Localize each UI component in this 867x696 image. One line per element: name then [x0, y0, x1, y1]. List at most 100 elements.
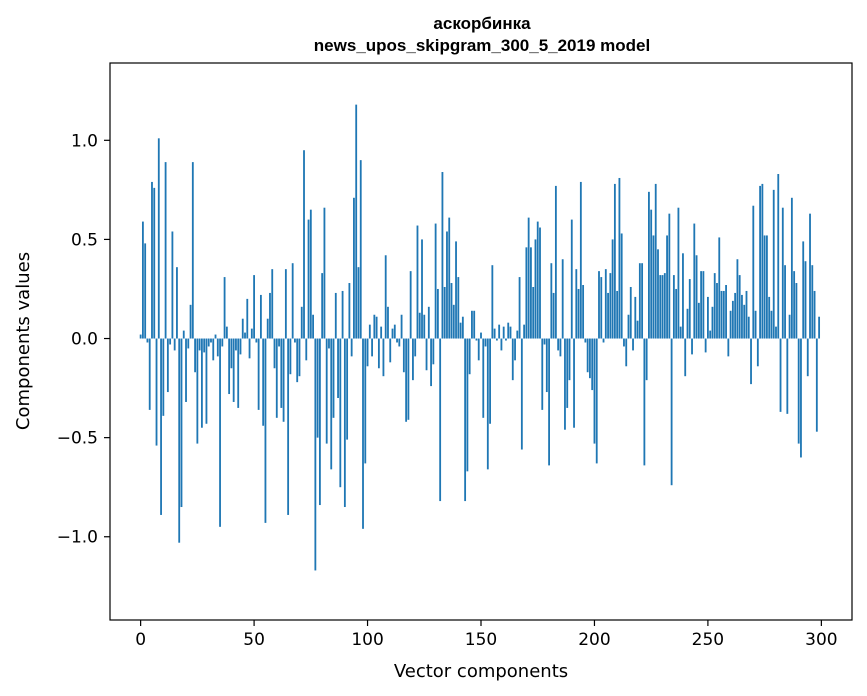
bar-25 [196, 338, 199, 444]
bar-128 [430, 338, 432, 387]
bar-259 [727, 338, 730, 357]
bar-34 [216, 338, 219, 357]
bar-153 [486, 338, 489, 470]
bar-43 [237, 338, 240, 408]
bar-201 [595, 338, 598, 464]
bar-222 [643, 338, 646, 466]
bar-58 [271, 269, 274, 339]
bar-31 [210, 338, 212, 343]
bar-48 [248, 338, 251, 359]
bar-64 [284, 269, 287, 339]
bar-101 [368, 324, 371, 339]
bar-172 [530, 247, 532, 339]
bar-248 [702, 271, 705, 339]
bar-256 [720, 290, 723, 339]
bar-37 [223, 277, 226, 339]
bar-152 [484, 338, 487, 347]
bar-220 [638, 263, 641, 339]
bar-257 [722, 290, 725, 339]
bar-233 [668, 213, 671, 339]
bar-55 [264, 338, 267, 523]
bar-54 [262, 338, 265, 426]
plot-frame [109, 62, 853, 621]
bar-138 [452, 304, 455, 339]
bar-161 [505, 338, 507, 341]
bar-126 [425, 338, 428, 371]
bar-170 [525, 247, 528, 339]
bar-133 [441, 172, 444, 339]
bar-142 [461, 316, 464, 339]
bar-293 [804, 261, 807, 339]
bar-28 [203, 338, 206, 353]
bar-263 [736, 259, 739, 339]
x-tick-label: 250 [692, 630, 724, 650]
bar-94 [353, 197, 355, 339]
y-tick-label: 0.0 [71, 330, 98, 350]
bar-297 [813, 290, 816, 339]
bar-132 [439, 338, 442, 502]
bar-122 [416, 225, 419, 339]
bar-245 [695, 255, 698, 339]
bar-239 [682, 253, 684, 339]
bar-116 [402, 338, 405, 373]
bar-139 [455, 241, 457, 339]
bar-291 [800, 338, 802, 458]
bar-192 [575, 269, 578, 339]
bar-35 [219, 338, 221, 527]
bar-148 [475, 338, 478, 341]
bar-39 [228, 338, 231, 395]
bar-61 [278, 338, 280, 347]
bar-112 [393, 324, 396, 339]
bar-258 [725, 285, 727, 339]
bar-225 [650, 209, 653, 339]
bar-213 [623, 338, 625, 347]
bar-171 [527, 217, 530, 339]
bar-117 [405, 338, 408, 422]
bar-115 [400, 314, 403, 339]
bar-208 [611, 239, 614, 339]
bar-52 [257, 338, 260, 410]
bar-280 [775, 326, 777, 339]
bar-274 [761, 183, 764, 339]
bar-91 [346, 338, 349, 440]
bar-272 [756, 338, 759, 367]
bar-65 [287, 338, 290, 515]
bar-181 [550, 263, 553, 339]
bar-113 [396, 338, 398, 343]
bar-195 [582, 285, 585, 339]
bar-215 [627, 314, 630, 339]
bar-96 [357, 267, 360, 339]
bar-45 [241, 318, 244, 339]
bar-200 [593, 338, 596, 444]
x-tick-label: 150 [465, 630, 497, 650]
bar-166 [516, 330, 519, 339]
bar-14 [171, 231, 174, 339]
bar-127 [427, 306, 430, 339]
bar-265 [741, 294, 743, 339]
bar-214 [625, 338, 628, 367]
bar-279 [772, 189, 775, 339]
bar-42 [235, 338, 237, 351]
bar-217 [632, 338, 634, 351]
bar-33 [214, 334, 217, 339]
bar-82 [325, 338, 328, 444]
bar-247 [700, 271, 703, 339]
bar-254 [716, 283, 718, 339]
bar-231 [663, 273, 666, 339]
bar-47 [246, 298, 249, 339]
bar-299 [818, 316, 821, 339]
bar-268 [747, 316, 750, 339]
bar-100 [366, 338, 369, 367]
bar-262 [734, 292, 737, 339]
bar-12 [166, 338, 169, 393]
bar-129 [432, 338, 435, 365]
bar-144 [466, 338, 469, 472]
bar-1 [141, 221, 144, 339]
bar-46 [244, 332, 246, 339]
bar-241 [686, 308, 689, 339]
bar-155 [491, 265, 494, 339]
bar-7 [155, 338, 158, 446]
bar-281 [777, 174, 780, 339]
bar-103 [373, 314, 376, 339]
bar-146 [471, 310, 473, 339]
